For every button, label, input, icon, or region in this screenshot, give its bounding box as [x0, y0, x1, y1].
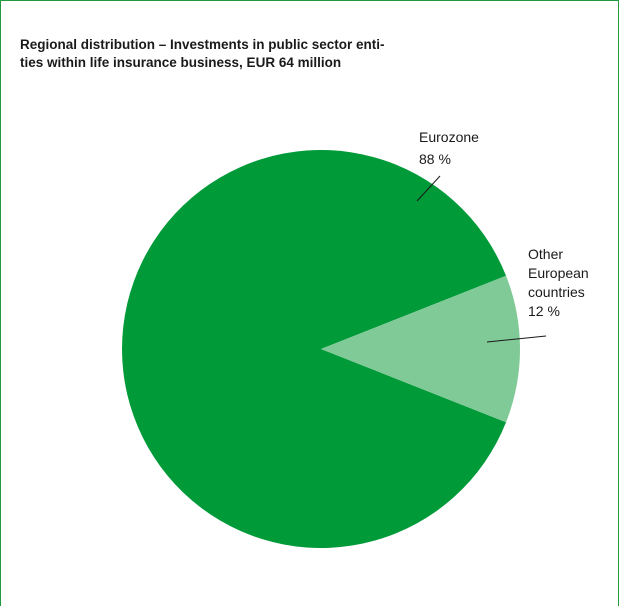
pie-slice-eurozone [122, 150, 507, 548]
slice-label-other-european-countries-name-3: countries [528, 284, 585, 300]
slice-label-eurozone-value: 88 % [419, 151, 451, 167]
chart-title: Regional distribution – Investments in p… [20, 36, 520, 72]
chart-title-line-2: ties within life insurance business, EUR… [20, 55, 342, 70]
chart-title-line-1: Regional distribution – Investments in p… [20, 37, 385, 52]
slice-label-other-european-countries-value: 12 % [528, 303, 560, 319]
leader-line-eurozone [416, 175, 441, 202]
leader-line-other-european-countries [486, 335, 547, 343]
slice-label-other-european-countries-name-1: Other [528, 246, 563, 262]
pie-slice-other-european-countries [321, 275, 521, 423]
slice-label-other-european-countries-name-2: European [528, 265, 589, 281]
slice-label-eurozone-name: Eurozone [419, 129, 479, 145]
